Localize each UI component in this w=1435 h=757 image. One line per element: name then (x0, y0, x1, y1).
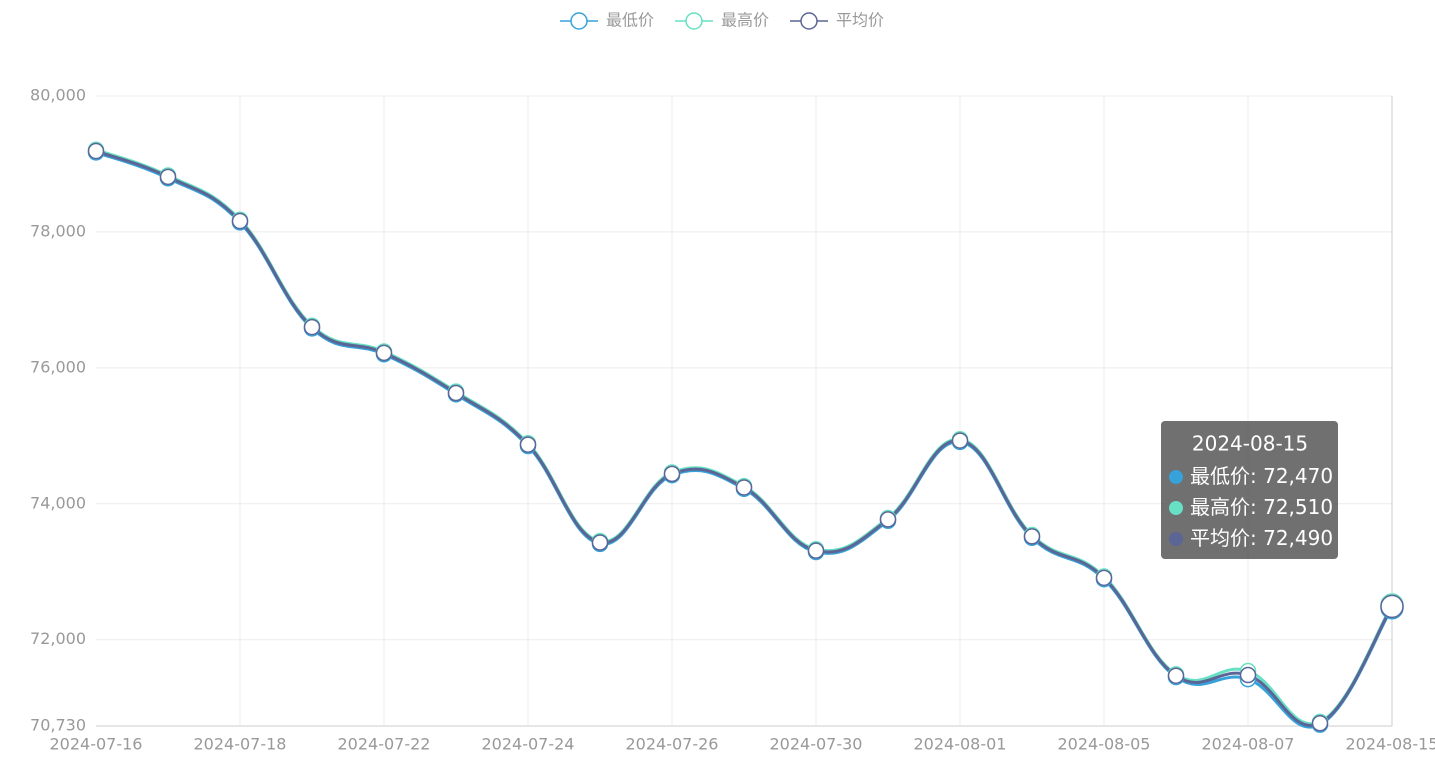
data-point (159, 168, 177, 186)
data-point (519, 436, 537, 453)
tooltip-value: 72,510 (1263, 495, 1333, 519)
tooltip-item: 平均价: 72,490 (1190, 526, 1333, 550)
tooltip-marker (1169, 470, 1183, 484)
data-point (375, 344, 393, 362)
tooltip-box (1161, 421, 1338, 559)
tooltip: 2024-08-15 最低价: 72,470 最高价: 72,510 平均价: 72,… (1161, 421, 1338, 559)
y-tick-label: 70,730 (30, 716, 86, 735)
x-tick-label: 2024-07-18 (194, 735, 287, 754)
legend-marker (685, 12, 703, 30)
data-point (735, 479, 753, 496)
x-tick-label: 2024-08-01 (914, 735, 1007, 754)
x-tick-label: 2024-08-07 (1202, 735, 1295, 754)
x-tick-label: 2024-07-30 (770, 735, 863, 754)
tooltip-marker (1169, 532, 1183, 546)
x-tick-label: 2024-07-22 (338, 735, 431, 754)
data-point (663, 465, 681, 483)
data-point (807, 542, 825, 559)
data-point (1167, 667, 1185, 684)
tooltip-name: 最低价 (1190, 464, 1250, 488)
tooltip-name: 平均价 (1190, 526, 1250, 550)
tooltip-item: 最低价: 72,470 (1190, 464, 1333, 488)
tooltip-value: 72,470 (1263, 464, 1333, 488)
y-tick-label: 72,000 (30, 629, 86, 648)
data-point (231, 212, 249, 230)
tooltip-marker (1169, 501, 1183, 515)
x-tick-label: 2024-08-05 (1058, 735, 1151, 754)
x-tick-label: 2024-08-15 (1346, 735, 1435, 754)
data-point (879, 511, 897, 528)
tooltip-name: 最高价 (1190, 495, 1250, 519)
data-point (591, 534, 609, 551)
data-point (1239, 666, 1257, 684)
legend-label: 最低价 (606, 11, 654, 30)
data-point (951, 432, 969, 449)
data-point (1095, 569, 1113, 587)
data-point (447, 384, 465, 402)
data-point (1311, 715, 1329, 732)
legend-marker (800, 12, 818, 30)
legend-label: 平均价 (836, 11, 884, 30)
data-point (303, 318, 321, 336)
tooltip-sep: : (1250, 464, 1263, 488)
y-tick-label: 80,000 (30, 86, 86, 105)
data-point (1023, 528, 1041, 545)
y-tick-label: 74,000 (30, 493, 86, 512)
legend-marker (570, 12, 588, 30)
tooltip-sep: : (1250, 495, 1263, 519)
x-tick-label: 2024-07-16 (50, 735, 143, 754)
y-tick-label: 76,000 (30, 357, 86, 376)
tooltip-title: 2024-08-15 (1192, 432, 1308, 456)
tooltip-item: 最高价: 72,510 (1190, 495, 1333, 519)
tooltip-sep: : (1250, 526, 1263, 550)
x-tick-label: 2024-07-24 (482, 735, 575, 754)
legend-label: 最高价 (721, 11, 769, 30)
tooltip-value: 72,490 (1263, 526, 1333, 550)
data-point (87, 142, 105, 160)
data-point (1380, 594, 1404, 619)
x-tick-label: 2024-07-26 (626, 735, 719, 754)
y-tick-label: 78,000 (30, 221, 86, 240)
